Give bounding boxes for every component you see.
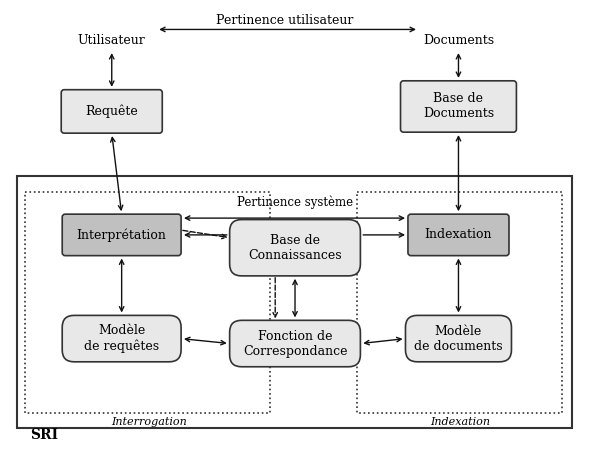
Text: Interprétation: Interprétation xyxy=(76,228,167,241)
Bar xyxy=(17,176,572,428)
Text: Modèle
de documents: Modèle de documents xyxy=(414,325,503,352)
Bar xyxy=(24,193,270,413)
Text: Documents: Documents xyxy=(423,34,494,47)
Text: Interrogation: Interrogation xyxy=(111,417,187,427)
FancyBboxPatch shape xyxy=(408,214,509,255)
FancyBboxPatch shape xyxy=(229,220,361,276)
FancyBboxPatch shape xyxy=(406,315,512,362)
Text: Utilisateur: Utilisateur xyxy=(78,34,146,47)
FancyBboxPatch shape xyxy=(229,320,361,367)
Text: Requête: Requête xyxy=(85,105,138,118)
Text: Fonction de
Correspondance: Fonction de Correspondance xyxy=(243,329,347,357)
FancyBboxPatch shape xyxy=(62,214,181,255)
Text: Indexation: Indexation xyxy=(431,417,490,427)
FancyBboxPatch shape xyxy=(61,90,162,133)
FancyBboxPatch shape xyxy=(400,81,517,132)
Bar xyxy=(358,193,563,413)
Text: Pertinence système: Pertinence système xyxy=(237,196,353,209)
Text: Base de
Documents: Base de Documents xyxy=(423,92,494,120)
Text: Base de
Connaissances: Base de Connaissances xyxy=(248,234,342,262)
Text: Indexation: Indexation xyxy=(425,228,492,241)
Text: SRI: SRI xyxy=(30,429,59,443)
Text: Modèle
de requêtes: Modèle de requêtes xyxy=(84,324,159,353)
Text: Pertinence utilisateur: Pertinence utilisateur xyxy=(216,14,354,27)
FancyBboxPatch shape xyxy=(62,315,181,362)
